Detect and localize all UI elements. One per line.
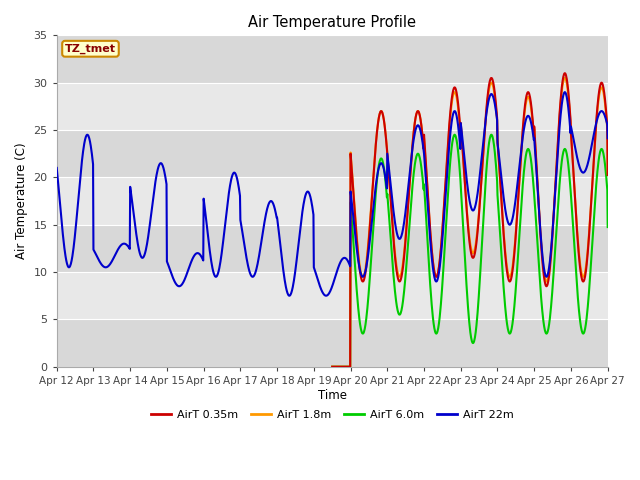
Y-axis label: Air Temperature (C): Air Temperature (C)	[15, 143, 28, 259]
X-axis label: Time: Time	[317, 388, 347, 402]
Title: Air Temperature Profile: Air Temperature Profile	[248, 15, 416, 30]
Text: TZ_tmet: TZ_tmet	[65, 44, 116, 54]
Bar	[57, 225, 608, 272]
Bar	[57, 319, 608, 367]
Bar	[57, 83, 608, 130]
Legend: AirT 0.35m, AirT 1.8m, AirT 6.0m, AirT 22m: AirT 0.35m, AirT 1.8m, AirT 6.0m, AirT 2…	[147, 405, 518, 424]
Bar	[57, 130, 608, 178]
Bar	[57, 178, 608, 225]
Bar	[57, 272, 608, 319]
Bar	[57, 36, 608, 83]
